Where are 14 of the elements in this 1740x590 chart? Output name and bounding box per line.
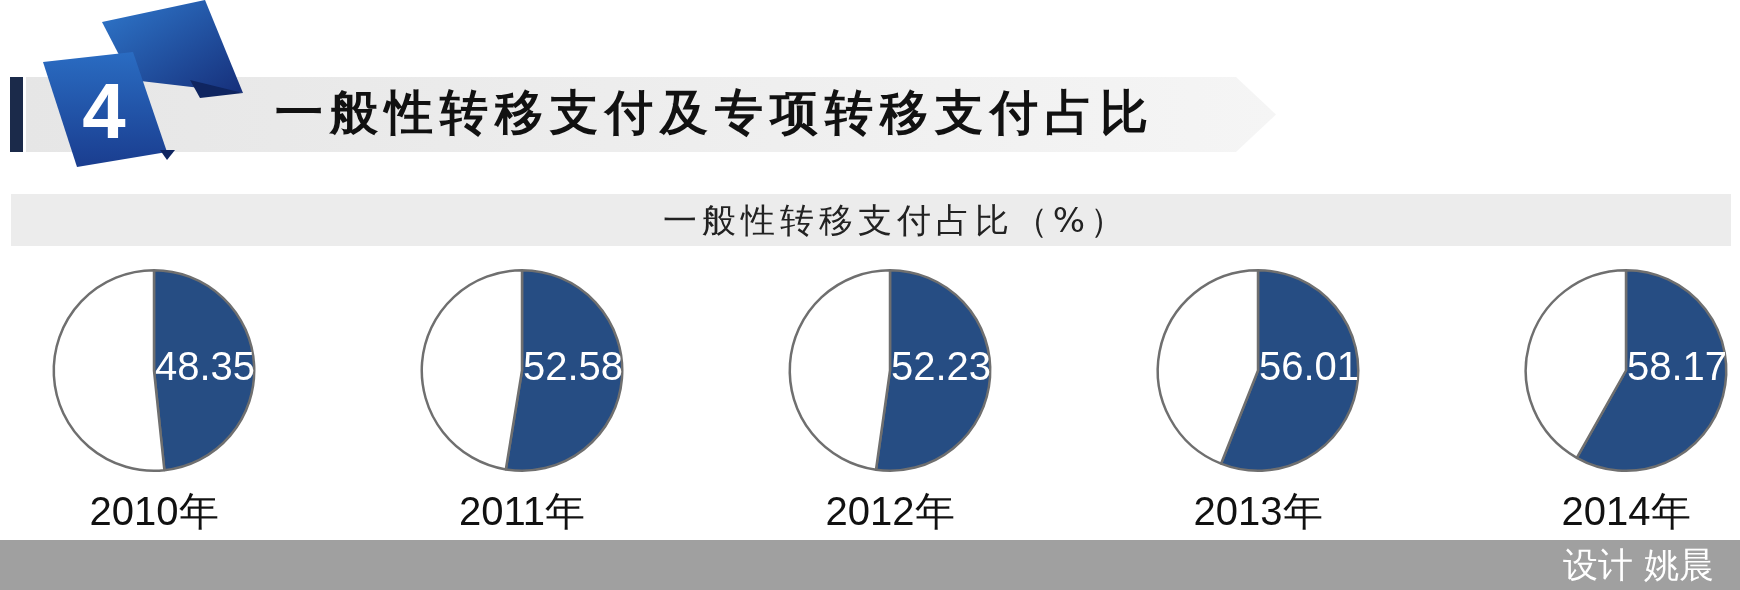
data-label: 58.17	[1627, 343, 1728, 388]
text: 2012年	[825, 489, 955, 534]
text: 设计 姚晨	[1561, 544, 1714, 587]
data-label: 52.58	[523, 343, 624, 388]
text: 2010年	[89, 489, 219, 534]
text: 4	[81, 67, 127, 155]
data-label: 48.35	[155, 343, 256, 388]
text: 2011年	[458, 489, 586, 534]
text: 一般性转移支付占比（%）	[661, 199, 1131, 242]
text: 2013年	[1193, 489, 1323, 534]
data-label: 56.01	[1259, 343, 1360, 388]
text: 2014年	[1561, 489, 1691, 534]
text: 一般性转移支付及专项转移支付占比	[275, 84, 1155, 140]
data-label: 52.23	[891, 343, 992, 388]
